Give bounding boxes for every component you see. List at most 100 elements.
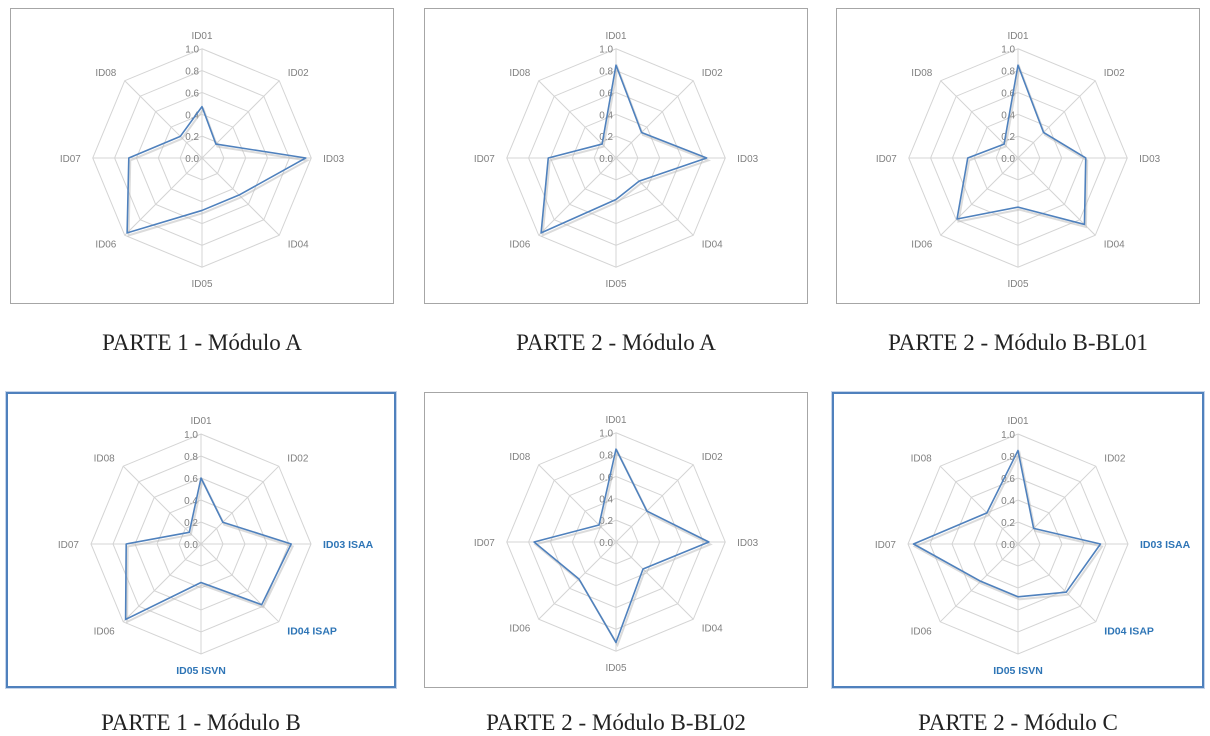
- axis-label: ID04 ISAP: [287, 625, 337, 637]
- series-shadow: [127, 107, 311, 237]
- axis-label: ID03 ISAA: [323, 539, 374, 551]
- series-shadow: [541, 63, 712, 237]
- tick-label: 1.0: [1001, 45, 1015, 56]
- axis-spoke: [1017, 465, 1097, 545]
- series-line: [912, 449, 1102, 598]
- tick-label: 0.0: [185, 154, 199, 165]
- tick-label: 0.0: [1001, 540, 1015, 551]
- tick-label: 0.8: [184, 452, 198, 463]
- axis-label: ID08: [94, 454, 116, 465]
- axis-label: ID01: [606, 31, 627, 42]
- tick-label: 0.4: [185, 110, 199, 121]
- axis-spoke: [615, 157, 694, 236]
- series-line: [533, 448, 710, 644]
- axis-label: ID03: [1139, 154, 1160, 165]
- axis-label: ID06: [94, 626, 116, 637]
- axis-label: ID08: [95, 68, 116, 79]
- chart-caption: PARTE 2 - Módulo B-BL02: [486, 710, 746, 735]
- axis-spoke: [615, 80, 694, 159]
- radar-chart: 0.00.20.40.60.81.0ID01ID02ID03ID04ID05ID…: [474, 415, 759, 674]
- axis-label: ID02: [288, 68, 309, 79]
- axis-label: ID08: [911, 68, 932, 79]
- tick-label: 0.6: [1001, 474, 1015, 485]
- axis-label: ID01: [606, 415, 627, 426]
- radar-chart-frame: 0.0 0.2 0.4 0.6 0.8 1.0 ID01 ID02 ID03 ID04 ID05 ID…: [424, 392, 808, 688]
- tick-label: 0.2: [1001, 518, 1015, 529]
- axis-spoke: [122, 465, 202, 545]
- tick-label: 1.0: [184, 430, 198, 441]
- axis-label: ID06: [911, 626, 933, 637]
- axis-spoke: [124, 157, 203, 236]
- tick-label: 0.2: [1001, 132, 1015, 143]
- tick-label: 0.0: [1001, 154, 1015, 165]
- series-line: [124, 477, 293, 621]
- axis-label: ID02: [287, 454, 309, 465]
- tick-label: 0.8: [1001, 452, 1015, 463]
- axis-label: ID04 ISAP: [1104, 625, 1154, 637]
- axis-label: ID08: [911, 454, 933, 465]
- axis-label: ID01: [190, 416, 212, 427]
- tick-label: 0.0: [599, 154, 613, 165]
- axis-spoke: [201, 80, 280, 159]
- series-shadow: [533, 448, 713, 648]
- series-line: [126, 105, 307, 234]
- axis-spoke: [1017, 157, 1096, 236]
- axis-label: ID06: [95, 240, 116, 251]
- tick-label: 0.6: [599, 472, 613, 483]
- series-line: [540, 64, 708, 234]
- radar-chart: 0.00.20.40.60.81.0ID01ID02ID03ID04ID05ID…: [60, 31, 345, 290]
- axis-label: ID06: [911, 240, 932, 251]
- chart-caption: PARTE 2 - Módulo C: [918, 710, 1118, 735]
- axis-label: ID07: [58, 540, 80, 551]
- axis-label: ID06: [509, 624, 530, 635]
- axis-label: ID05: [192, 279, 213, 290]
- axis-spoke: [122, 543, 202, 623]
- radar-chart: 0.00.20.40.60.81.0ID01ID02ID03ID04ID05ID…: [474, 31, 759, 290]
- series-shadow: [912, 449, 1104, 601]
- axis-spoke: [1017, 543, 1097, 623]
- tick-label: 0.4: [1001, 496, 1015, 507]
- axis-label: ID08: [509, 68, 530, 79]
- axis-label: ID01: [1007, 416, 1029, 427]
- tick-label: 1.0: [185, 45, 199, 56]
- axis-label: ID01: [192, 31, 213, 42]
- chart-caption: PARTE 2 - Módulo B-BL01: [888, 330, 1148, 355]
- axis-spoke: [200, 465, 280, 545]
- series-shadow: [957, 63, 1089, 229]
- series-shadow: [126, 477, 295, 624]
- axis-spoke: [615, 541, 694, 620]
- axis-label: ID04: [1104, 240, 1125, 251]
- chart-caption: PARTE 2 - Módulo A: [516, 330, 716, 355]
- tick-label: 0.2: [599, 132, 613, 143]
- axis-label: ID04: [702, 240, 723, 251]
- axis-label: ID03: [737, 154, 758, 165]
- axis-label: ID02: [702, 452, 723, 463]
- axis-label: ID07: [876, 154, 897, 165]
- axis-label: ID05 ISVN: [176, 665, 226, 677]
- axis-spoke: [940, 157, 1019, 236]
- axis-label: ID07: [474, 154, 495, 165]
- axis-spoke: [538, 464, 617, 543]
- tick-label: 0.2: [599, 516, 613, 527]
- axis-label: ID03: [323, 154, 344, 165]
- axis-spoke: [124, 80, 203, 159]
- tick-label: 0.6: [599, 88, 613, 99]
- radar-chart-frame: 0.0 0.2 0.4 0.6 0.8 1.0 ID01 ID02 ID03 ISAA ID04 …: [6, 392, 396, 688]
- axis-label: ID02: [1104, 68, 1125, 79]
- axis-label: ID03 ISAA: [1140, 539, 1191, 551]
- tick-label: 1.0: [599, 429, 613, 440]
- axis-label: ID05 ISVN: [993, 665, 1043, 677]
- axis-label: ID05: [1008, 279, 1029, 290]
- tick-label: 1.0: [1001, 430, 1015, 441]
- tick-label: 0.6: [184, 474, 198, 485]
- axis-label: ID06: [509, 240, 530, 251]
- radar-chart-frame: 0.0 0.2 0.4 0.6 0.8 1.0 ID01 ID02 ID03 ID04 ID05 ID…: [10, 8, 394, 304]
- radar-chart-frame: 0.0 0.2 0.4 0.6 0.8 1.0 ID01 ID02 ID03 ISAA ID04 …: [832, 392, 1204, 688]
- tick-label: 0.4: [184, 496, 198, 507]
- tick-label: 0.8: [599, 67, 613, 78]
- axis-label: ID05: [606, 663, 627, 674]
- axis-spoke: [1017, 80, 1096, 159]
- axis-label: ID01: [1008, 31, 1029, 42]
- axis-label: ID04: [288, 240, 309, 251]
